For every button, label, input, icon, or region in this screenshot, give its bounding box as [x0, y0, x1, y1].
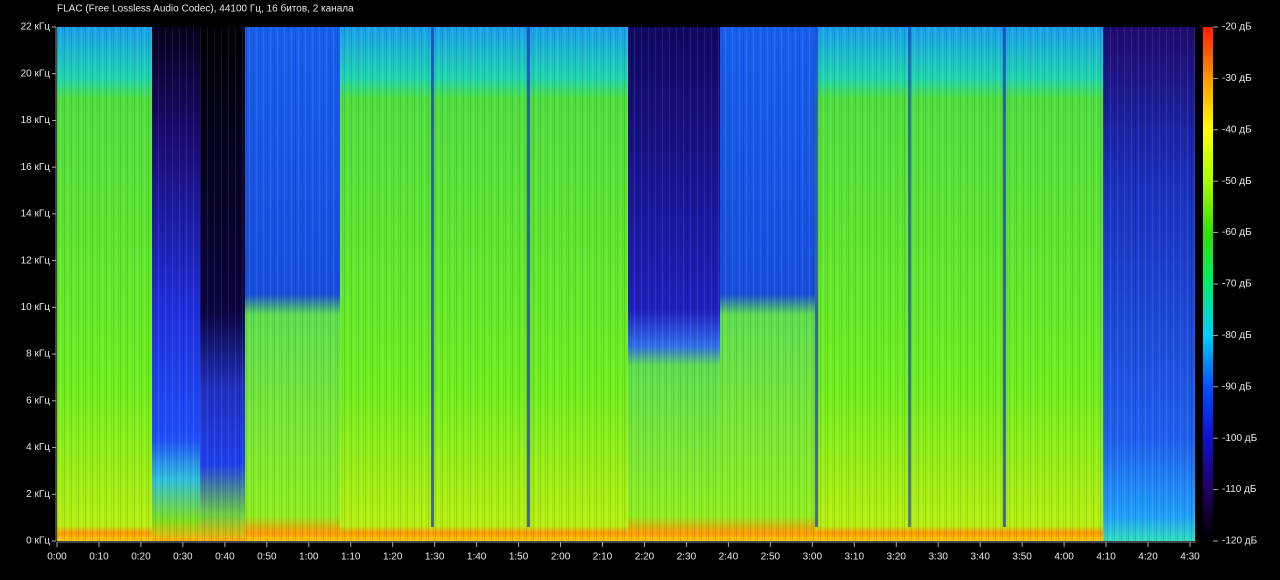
x-tick-label: 2:20: [635, 552, 655, 563]
colorbar-tick-label: -110 дБ: [1222, 484, 1257, 495]
colorbar-tick-label: -80 дБ: [1222, 330, 1252, 341]
y-tick-label: 4 кГц: [26, 442, 50, 453]
y-tick-label: 2 кГц: [26, 489, 50, 500]
colorbar-tick-label: -40 дБ: [1222, 124, 1252, 135]
x-tick-label: 3:30: [928, 552, 948, 563]
x-tick-label: 4:00: [1054, 552, 1074, 563]
x-tick-label: 1:10: [341, 552, 361, 563]
x-tick-label: 0:00: [47, 552, 67, 563]
x-tick-label: 3:00: [803, 552, 823, 563]
x-tick-label: 2:40: [719, 552, 739, 563]
y-tick-label: 10 кГц: [21, 302, 51, 313]
x-tick-label: 2:50: [761, 552, 781, 563]
colorbar-tick-label: -90 дБ: [1222, 381, 1252, 392]
x-tick-label: 0:30: [173, 552, 193, 563]
x-tick-label: 0:50: [257, 552, 277, 563]
x-tick-label: 1:20: [383, 552, 403, 563]
colorbar-tick-label: -70 дБ: [1222, 279, 1252, 290]
colorbar-tick-label: -50 дБ: [1222, 176, 1252, 187]
x-tick-label: 0:40: [215, 552, 235, 563]
x-tick-label: 1:50: [509, 552, 529, 563]
chart-title: FLAC (Free Lossless Audio Codec), 44100 …: [57, 3, 354, 15]
colorbar-tick-label: -60 дБ: [1222, 227, 1252, 238]
x-tick-label: 2:30: [677, 552, 697, 563]
x-tick-label: 4:20: [1138, 552, 1158, 563]
x-tick-label: 0:20: [131, 552, 151, 563]
spectrogram: [57, 27, 1195, 541]
colorbar-tick-label: -120 дБ: [1222, 536, 1258, 547]
y-tick-label: 12 кГц: [21, 255, 51, 266]
x-tick-label: 3:20: [887, 552, 907, 563]
x-tick-label: 3:10: [845, 552, 865, 563]
y-tick-label: 6 кГц: [26, 395, 50, 406]
y-tick-label: 14 кГц: [21, 209, 51, 220]
x-tick-label: 1:00: [299, 552, 319, 563]
x-tick-label: 0:10: [89, 552, 109, 563]
colorbar-tick-label: -30 дБ: [1222, 73, 1252, 84]
colorbar-tick-label: -100 дБ: [1222, 433, 1258, 444]
y-tick-label: 20 кГц: [21, 68, 51, 79]
x-tick-label: 1:40: [467, 552, 487, 563]
y-tick-label: 22 кГц: [21, 22, 51, 33]
colorbar: [1203, 27, 1213, 541]
y-tick-label: 0 кГц: [26, 536, 50, 547]
x-tick-label: 2:00: [551, 552, 571, 563]
x-tick-label: 3:50: [1012, 552, 1032, 563]
x-tick-label: 1:30: [425, 552, 445, 563]
x-tick-label: 4:10: [1096, 552, 1116, 563]
x-tick-label: 4:30: [1180, 552, 1200, 563]
x-tick-label: 3:40: [970, 552, 990, 563]
y-tick-label: 18 кГц: [21, 115, 51, 126]
y-tick-label: 16 кГц: [21, 162, 51, 173]
colorbar-tick-label: -20 дБ: [1222, 22, 1252, 33]
x-tick-label: 2:10: [593, 552, 613, 563]
y-tick-label: 8 кГц: [26, 349, 50, 360]
